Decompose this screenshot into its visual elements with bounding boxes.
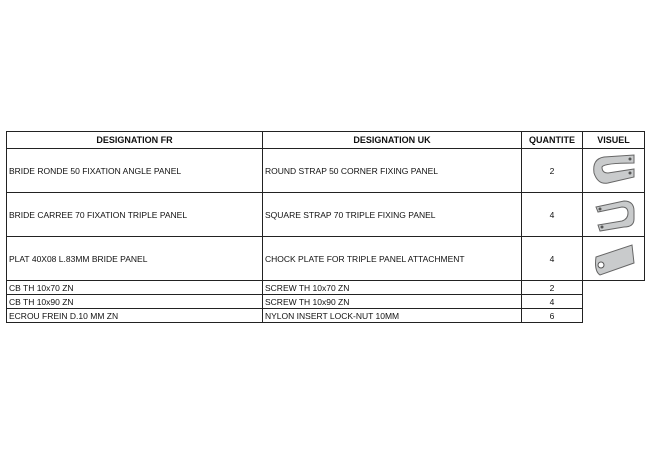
designation-uk: SCREW TH 10x70 ZN xyxy=(262,280,522,295)
table-row: CB TH 10x90 ZN SCREW TH 10x90 ZN 4 xyxy=(6,294,645,309)
chock-plate-icon xyxy=(582,236,645,281)
quantity: 2 xyxy=(521,148,583,193)
quantity: 4 xyxy=(521,236,583,281)
parts-table: DESIGNATION FR DESIGNATION UK QUANTITE V… xyxy=(6,131,645,323)
table-row: CB TH 10x70 ZN SCREW TH 10x70 ZN 2 xyxy=(6,280,645,295)
designation-fr: CB TH 10x90 ZN xyxy=(6,294,263,309)
table-row: PLAT 40X08 L.83MM BRIDE PANEL CHOCK PLAT… xyxy=(6,236,645,281)
quantity: 4 xyxy=(521,192,583,237)
designation-uk: NYLON INSERT LOCK-NUT 10MM xyxy=(262,308,522,323)
quantity: 6 xyxy=(521,308,583,323)
designation-fr: BRIDE RONDE 50 FIXATION ANGLE PANEL xyxy=(6,148,263,193)
designation-fr: CB TH 10x70 ZN xyxy=(6,280,263,295)
table-row: BRIDE CARREE 70 FIXATION TRIPLE PANEL SQ… xyxy=(6,192,645,237)
header-designation-uk: DESIGNATION UK xyxy=(262,131,522,149)
designation-uk: SCREW TH 10x90 ZN xyxy=(262,294,522,309)
quantity: 4 xyxy=(521,294,583,309)
header-row: DESIGNATION FR DESIGNATION UK QUANTITE V… xyxy=(6,131,645,149)
square-strap-icon xyxy=(582,192,645,237)
header-visuel: VISUEL xyxy=(582,131,645,149)
table-row: BRIDE RONDE 50 FIXATION ANGLE PANEL ROUN… xyxy=(6,148,645,193)
quantity: 2 xyxy=(521,280,583,295)
designation-fr: PLAT 40X08 L.83MM BRIDE PANEL xyxy=(6,236,263,281)
round-strap-icon xyxy=(582,148,645,193)
header-designation-fr: DESIGNATION FR xyxy=(6,131,263,149)
designation-uk: CHOCK PLATE FOR TRIPLE PANEL ATTACHMENT xyxy=(262,236,522,281)
designation-uk: ROUND STRAP 50 CORNER FIXING PANEL xyxy=(262,148,522,193)
designation-uk: SQUARE STRAP 70 TRIPLE FIXING PANEL xyxy=(262,192,522,237)
header-quantite: QUANTITE xyxy=(521,131,583,149)
designation-fr: BRIDE CARREE 70 FIXATION TRIPLE PANEL xyxy=(6,192,263,237)
table-row: ECROU FREIN D.10 MM ZN NYLON INSERT LOCK… xyxy=(6,308,645,323)
designation-fr: ECROU FREIN D.10 MM ZN xyxy=(6,308,263,323)
